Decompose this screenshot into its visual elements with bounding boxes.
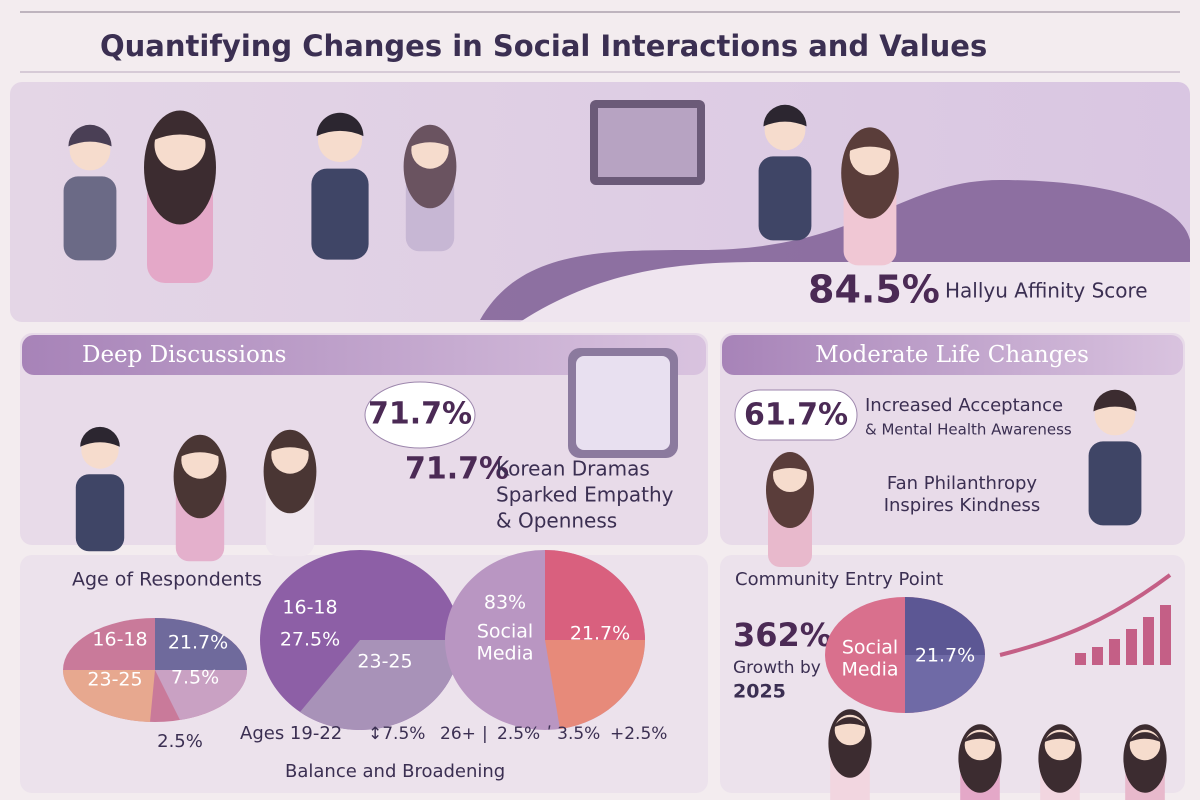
bubble-stat: 71.7%: [368, 397, 472, 432]
note: Fan Philanthropy: [887, 473, 1037, 494]
person-hair: [270, 431, 310, 452]
person-hair: [410, 126, 450, 147]
growth-arrow: [999, 573, 1172, 657]
footer-item: 2.5%: [497, 724, 540, 744]
tv-screen: [598, 108, 697, 177]
footer-item: |: [482, 724, 488, 744]
footer-item: 26+: [440, 724, 476, 744]
pie-label: 27.5%: [280, 629, 340, 651]
growth-bar: [1143, 617, 1154, 665]
panel-header: [722, 335, 1183, 375]
footer-item: ↕7.5%: [368, 724, 425, 744]
hero-label: Hallyu Affinity Score: [945, 279, 1148, 303]
section-heading: Community Entry Point: [735, 569, 943, 590]
person-hair: [1093, 389, 1137, 412]
stat-line: & Mental Health Awareness: [865, 421, 1072, 439]
person-hair: [1043, 732, 1077, 743]
person-hair: [763, 104, 807, 127]
growth-bar: [1109, 639, 1120, 665]
pie-label: Media: [476, 643, 533, 665]
person-hair: [153, 113, 207, 141]
panel: [720, 333, 1185, 545]
person-hair: [180, 436, 220, 457]
pie-label: 23-25: [87, 669, 142, 691]
pie-label: 21.7%: [915, 645, 975, 667]
stat-line: 2025: [733, 681, 786, 703]
person-hair: [963, 732, 997, 743]
growth-bar: [1126, 629, 1137, 665]
pie-label: 16-18: [282, 597, 337, 619]
person-body: [758, 156, 812, 241]
person-hair: [772, 454, 808, 472]
stat-line: & Openness: [496, 509, 617, 533]
stat-line: Korean Dramas: [496, 457, 650, 481]
note: Inspires Kindness: [884, 495, 1041, 516]
pie-label: 21.7%: [168, 632, 228, 654]
title: Quantifying Changes in Social Interactio…: [100, 29, 987, 63]
footer-item: Ages 19-22: [240, 723, 342, 744]
panel-heading: Moderate Life Changes: [815, 342, 1089, 368]
growth-bar: [1075, 653, 1086, 665]
people: [63, 104, 1167, 800]
stat-line: Sparked Empathy: [496, 483, 674, 507]
pie-label: 83%: [484, 592, 526, 614]
footer-item: +2.5%: [610, 724, 667, 744]
person-hair: [848, 129, 892, 152]
growth-bar: [1092, 647, 1103, 665]
pie-slice: [905, 655, 985, 713]
person-body: [1088, 441, 1142, 526]
pie-slice: [62, 670, 155, 722]
stat: 362%: [733, 616, 832, 654]
section-heading: Age of Respondents: [72, 569, 262, 591]
pie-label: 7.5%: [171, 667, 219, 689]
pie-slice: [155, 670, 247, 720]
stat: 71.7%: [405, 452, 509, 487]
stat: 61.7%: [744, 398, 848, 433]
growth-bar: [1160, 605, 1171, 665]
person-hair: [1128, 732, 1162, 743]
pie-slice: [155, 618, 247, 670]
person-hair: [833, 717, 867, 728]
pie-label: 21.7%: [570, 623, 630, 645]
caption: Balance and Broadening: [285, 761, 505, 782]
phone-screen: [576, 356, 670, 450]
panel-header: [22, 335, 706, 375]
hero-stat: 84.5%: [808, 268, 940, 312]
pie-label: 23-25: [357, 651, 412, 673]
growth-bars: [999, 573, 1172, 665]
footer-item: ʹ 3.5%: [547, 724, 600, 744]
person-body: [75, 474, 125, 552]
panel-heading: Deep Discussions: [82, 342, 286, 368]
pie-label: Social: [477, 621, 533, 643]
person-body: [311, 168, 369, 260]
person-hair: [68, 124, 112, 147]
note: 2.5%: [157, 731, 203, 752]
pie-slice: [545, 640, 646, 729]
pie-label: 16-18: [92, 629, 147, 651]
person-hair: [316, 112, 364, 137]
speech-bubble: [364, 381, 476, 449]
pie-label: Social: [842, 637, 898, 659]
pie-slice: [300, 640, 460, 730]
pie-label: Media: [841, 659, 898, 681]
hero-band: [520, 262, 1190, 322]
stat-line: Growth by: [733, 658, 821, 678]
person-hair: [80, 426, 120, 447]
pill: [734, 389, 858, 441]
pie-slice: [545, 550, 645, 640]
person-body: [63, 176, 117, 261]
pie-slice: [905, 597, 985, 655]
stat-line: Increased Acceptance: [865, 395, 1063, 416]
